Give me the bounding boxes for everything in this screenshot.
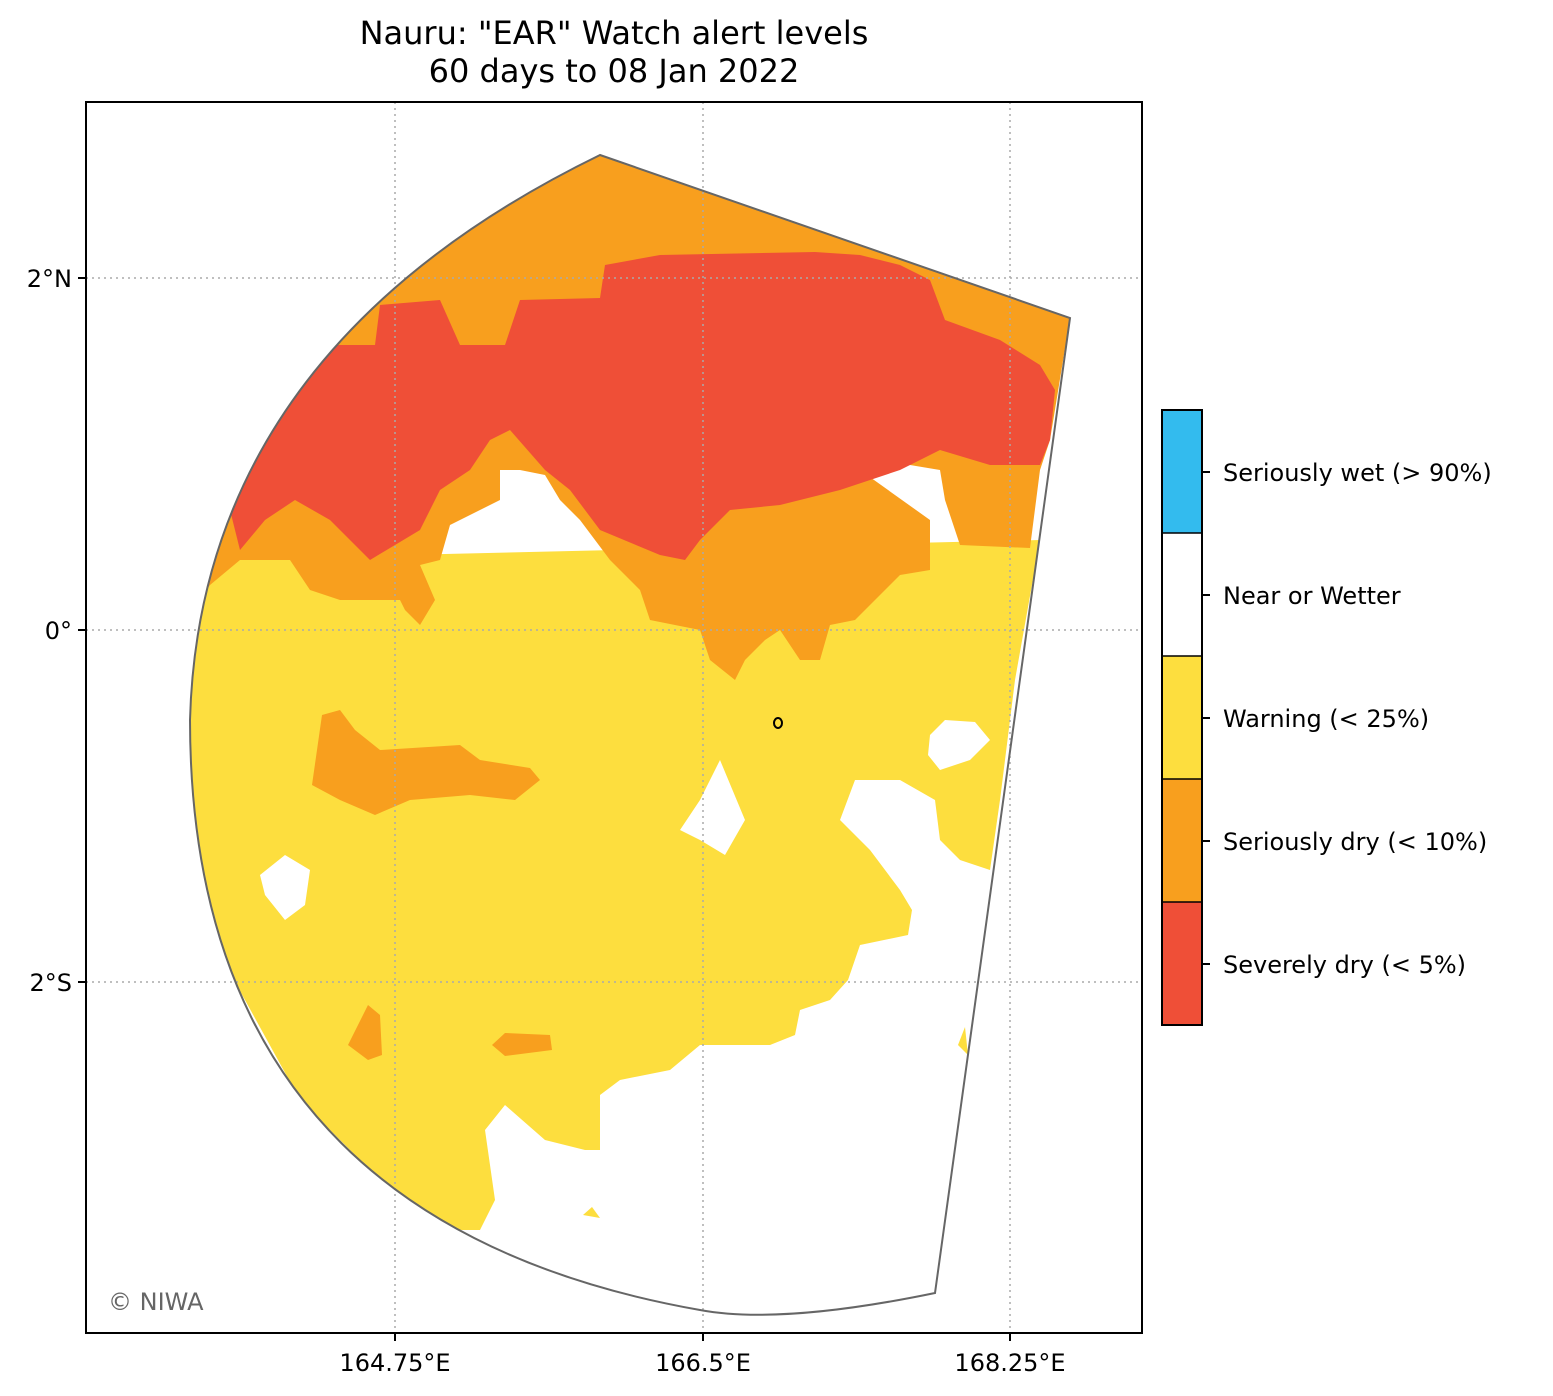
region-outline: [188, 153, 1072, 1316]
legend-colorbar: Seriously wet (> 90%) Near or Wetter War…: [1161, 409, 1492, 1026]
severely-dry-core: [230, 252, 1055, 560]
legend-label-near-or-wetter: Near or Wetter: [1223, 582, 1401, 610]
legend-label-seriously-dry: Seriously dry (< 10%): [1223, 828, 1487, 856]
warning-zone: [190, 540, 1040, 1230]
island-contour: [773, 717, 783, 729]
credit-text: © NIWA: [108, 1288, 204, 1316]
legend-swatch-near-or-wetter: [1162, 533, 1202, 656]
seriously-dry-patch-south-1: [348, 1005, 382, 1060]
title-line-2: 60 days to 08 Jan 2022: [428, 52, 800, 90]
near-or-wetter-patch-west: [260, 855, 310, 920]
seriously-dry-patch-south-2: [492, 1033, 552, 1056]
y-tick-label: 0°: [45, 617, 72, 645]
warning-patch-south: [583, 1207, 600, 1218]
seriously-dry-patch-west: [312, 710, 540, 815]
map-frame: [85, 101, 1143, 1334]
map-title: Nauru: "EAR" Watch alert levels 60 days …: [86, 14, 1142, 90]
legend-label-severely-dry: Severely dry (< 5%): [1223, 951, 1466, 979]
title-line-1: Nauru: "EAR" Watch alert levels: [359, 14, 869, 52]
legend-swatch-warning: [1162, 656, 1202, 779]
alert-region: [190, 155, 1070, 1230]
legend-label-warning: Warning (< 25%): [1223, 705, 1429, 733]
legend-swatch-seriously-dry: [1162, 779, 1202, 902]
gridlines: [86, 102, 1142, 1333]
legend-label-seriously-wet: Seriously wet (> 90%): [1223, 459, 1492, 487]
x-tick-label: 166.5°E: [655, 1349, 751, 1377]
near-or-wetter-patch-center: [680, 760, 745, 855]
near-or-wetter-patch-east: [928, 720, 990, 770]
y-tick-label: 2°N: [27, 265, 72, 293]
x-tick-label: 168.25°E: [954, 1349, 1065, 1377]
legend-swatch-severely-dry: [1162, 902, 1202, 1025]
warning-patch-east-edge: [958, 1027, 968, 1055]
tick-marks: [78, 277, 1011, 1341]
legend-swatch-seriously-wet: [1162, 410, 1202, 533]
x-tick-label: 164.75°E: [339, 1349, 450, 1377]
y-tick-label: 2°S: [29, 969, 72, 997]
